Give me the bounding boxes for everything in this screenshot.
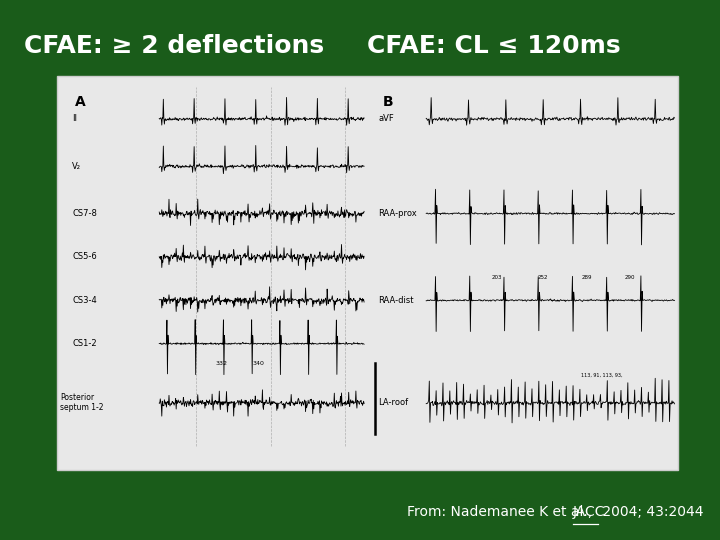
Text: V₂: V₂ — [72, 162, 81, 171]
Text: 252: 252 — [538, 275, 549, 280]
Text: 2004; 43:2044: 2004; 43:2044 — [598, 505, 703, 519]
Text: JACC: JACC — [573, 505, 606, 519]
Text: LA-roof: LA-roof — [379, 399, 408, 407]
Text: B: B — [383, 95, 393, 109]
Text: A: A — [76, 95, 86, 109]
Text: CS5-6: CS5-6 — [72, 252, 97, 261]
Text: aVF: aVF — [379, 114, 394, 124]
Text: 332: 332 — [215, 361, 227, 366]
Text: CS1-2: CS1-2 — [72, 339, 97, 348]
Text: RAA-dist: RAA-dist — [379, 296, 414, 305]
Text: 203: 203 — [491, 275, 502, 280]
Text: RAA-prox: RAA-prox — [379, 209, 417, 218]
Text: 290: 290 — [625, 275, 635, 280]
Text: 289: 289 — [581, 275, 592, 280]
Text: CFAE: CL ≤ 120ms: CFAE: CL ≤ 120ms — [367, 34, 621, 58]
Text: 340: 340 — [252, 361, 264, 366]
Text: Posterior
septum 1-2: Posterior septum 1-2 — [60, 393, 104, 413]
Text: From: Nademanee K et al.,: From: Nademanee K et al., — [408, 505, 597, 519]
Text: 113, 91, 113, 93,: 113, 91, 113, 93, — [581, 373, 623, 378]
Text: CS3-4: CS3-4 — [72, 296, 97, 305]
Text: CFAE: ≥ 2 deflections: CFAE: ≥ 2 deflections — [24, 34, 324, 58]
FancyBboxPatch shape — [57, 76, 678, 470]
Text: CS7-8: CS7-8 — [72, 209, 97, 218]
Text: II: II — [72, 114, 77, 124]
